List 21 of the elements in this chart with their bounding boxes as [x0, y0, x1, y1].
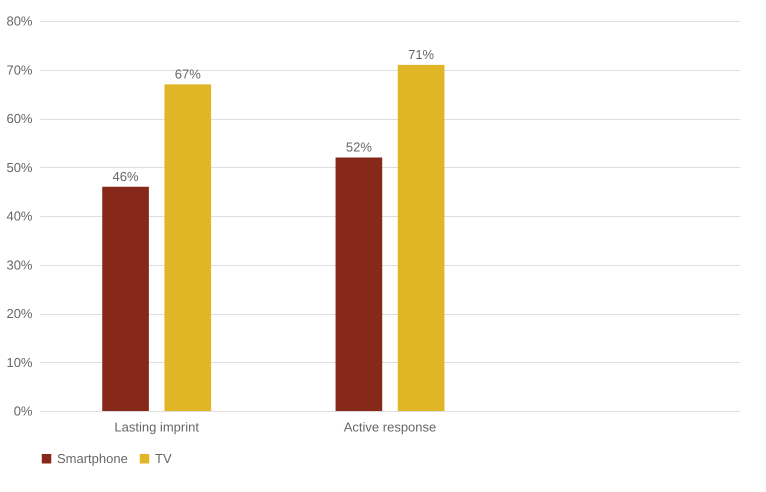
x-tick-label: Lasting imprint — [114, 420, 200, 434]
y-tick-label: 40% — [6, 208, 33, 224]
data-label: 67% — [174, 66, 202, 82]
bar — [336, 158, 382, 411]
y-tick-label: 50% — [6, 160, 33, 175]
legend-label: TV — [155, 450, 172, 466]
data-label: 71% — [408, 46, 435, 62]
y-tick-label: 20% — [6, 306, 33, 321]
y-tick-label: 60% — [6, 111, 33, 126]
y-tick-label: 30% — [6, 257, 33, 272]
data-label: 52% — [346, 140, 372, 154]
bar — [398, 64, 444, 411]
x-tick-label: Active response — [344, 420, 436, 434]
y-tick-label: 10% — [6, 354, 33, 370]
legend-label: Smartphone — [57, 450, 128, 466]
y-tick-label: 0% — [14, 404, 33, 418]
y-tick-label: 80% — [6, 14, 33, 28]
data-label: 46% — [112, 168, 139, 184]
bar — [102, 186, 149, 411]
y-tick-label: 70% — [6, 62, 33, 78]
bar — [164, 84, 212, 411]
